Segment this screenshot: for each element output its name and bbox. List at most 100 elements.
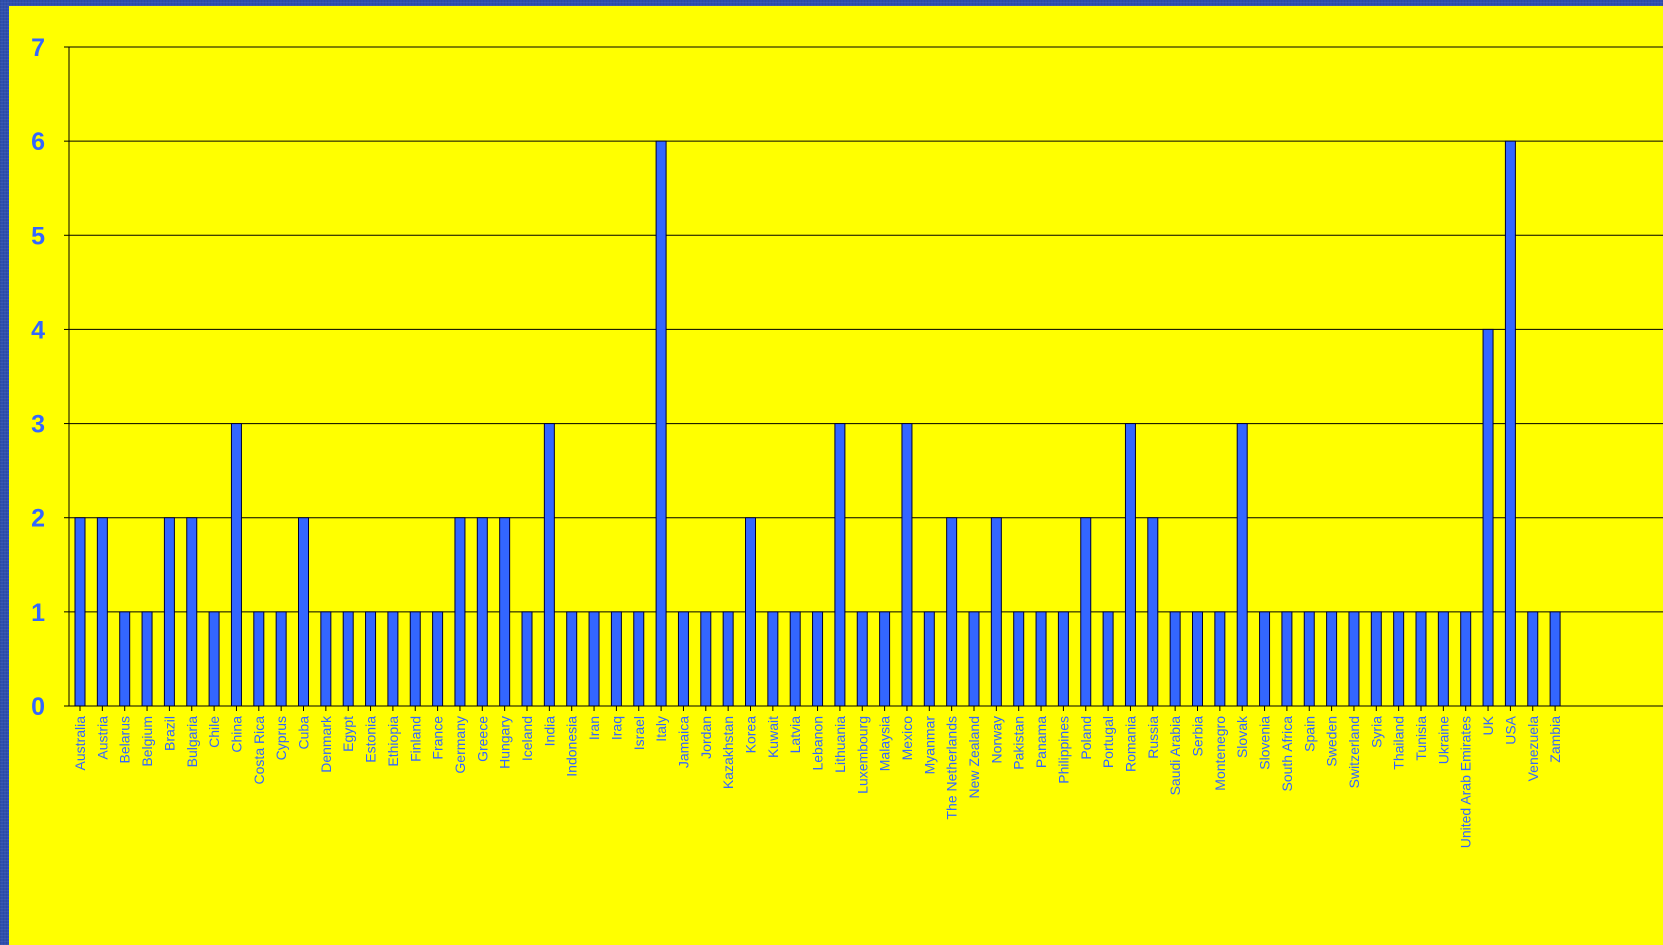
bar [96,517,108,707]
x-tick-label: Zambia [1547,716,1563,763]
x-tick-label: Chile [206,716,222,748]
x-tick-label: Costa Rica [251,716,267,785]
x-tick-label: Israel [631,716,647,750]
x-tick-label: Panama [1033,716,1049,768]
x-tick-label: Pakistan [1011,716,1027,770]
x-tick-label: Hungary [497,716,513,769]
x-tick-label: Greece [474,716,490,762]
bar-chart: 0 1 2 3 4 5 6 7 Australia Austria Belarus Belgium B… [9,6,1663,945]
x-tick-label: Tunisia [1413,716,1429,761]
x-tick-label: South Africa [1279,716,1295,792]
bars [74,140,1561,707]
x-tick-label: Thailand [1391,716,1407,770]
bar [1169,611,1181,707]
x-tick-label: Montenegro [1212,716,1228,791]
bar [1370,611,1382,707]
x-tick-label: Saudi Arabia [1167,716,1183,796]
bar [499,517,511,707]
bar [141,611,153,707]
bar [767,611,779,707]
bar [633,611,645,707]
x-tick-label: New Zealand [966,716,982,799]
x-tick-label: Romania [1122,716,1138,772]
bar [230,423,242,707]
x-tick-label: Poland [1078,716,1094,760]
bar [655,140,667,707]
x-tick-label: United Arab Emirates [1458,716,1474,848]
bar [856,611,868,707]
bar [722,611,734,707]
x-tick-label: Iraq [608,716,624,740]
x-tick-label: Malaysia [877,716,893,771]
bar [119,611,131,707]
bar [588,611,600,707]
bar [901,423,913,707]
x-tick-label: Russia [1145,716,1161,759]
bar [879,611,891,707]
x-tick-label: Latvia [787,716,803,754]
bar [1057,611,1069,707]
x-tick-label: Iceland [519,716,535,761]
y-tick-label: 5 [31,222,45,250]
x-tick-label: Italy [653,716,669,742]
bar [1102,611,1114,707]
bar [812,611,824,707]
x-tick-label: Luxembourg [854,716,870,794]
bar [1415,611,1427,707]
bar [1147,517,1159,707]
bar [946,517,958,707]
bar [454,517,466,707]
x-tick-label: USA [1502,715,1518,744]
bar [1214,611,1226,707]
bar [1236,423,1248,707]
y-tick-label: 0 [31,693,45,721]
x-tick-label: Finland [407,716,423,762]
bar [834,423,846,707]
bar [275,611,287,707]
x-tick-label: Syria [1368,716,1384,748]
y-tick-label: 7 [31,34,45,62]
x-tick-label: Australia [72,716,88,771]
x-tick-label: Slovenia [1257,716,1273,770]
x-tick-label: Egypt [340,716,356,752]
x-tick-label: Jordan [698,716,714,759]
y-axis: 0 1 2 3 4 5 6 7 [31,34,70,721]
bar [923,611,935,707]
x-tick-label: Serbia [1190,716,1206,757]
bar [320,611,332,707]
y-tick-label: 6 [31,128,45,156]
x-tick-label: Myanmar [921,716,937,775]
x-tick-label: Belgium [139,716,155,767]
bar [208,611,220,707]
x-tick-label: Slovak [1234,715,1250,758]
x-tick-label: Venezuela [1525,716,1541,782]
bar [677,611,689,707]
bar [1281,611,1293,707]
x-tick-label: Cuba [296,716,312,750]
bar [1549,611,1561,707]
x-tick-label: Belarus [117,716,133,763]
x-tick-label: Spain [1301,716,1317,752]
y-tick-label: 4 [31,316,45,344]
y-tick-label: 2 [31,505,45,533]
bar [789,611,801,707]
bar [1035,611,1047,707]
bar [1124,423,1136,707]
bar [1527,611,1539,707]
bar [1348,611,1360,707]
x-tick-label: Lithuania [832,716,848,773]
bar [387,611,399,707]
bar [1080,517,1092,707]
x-tick-label: China [228,716,244,753]
x-tick-label: Kuwait [765,716,781,758]
x-tick-label: UK [1480,715,1496,735]
x-tick-label: Jamaica [675,716,691,768]
x-tick-label: Portugal [1100,716,1116,768]
bar [163,517,175,707]
x-tick-label: Ethiopia [385,716,401,767]
bar [543,423,555,707]
bar [1504,140,1516,707]
x-tick-label: Cyprus [273,716,289,760]
bar [1013,611,1025,707]
